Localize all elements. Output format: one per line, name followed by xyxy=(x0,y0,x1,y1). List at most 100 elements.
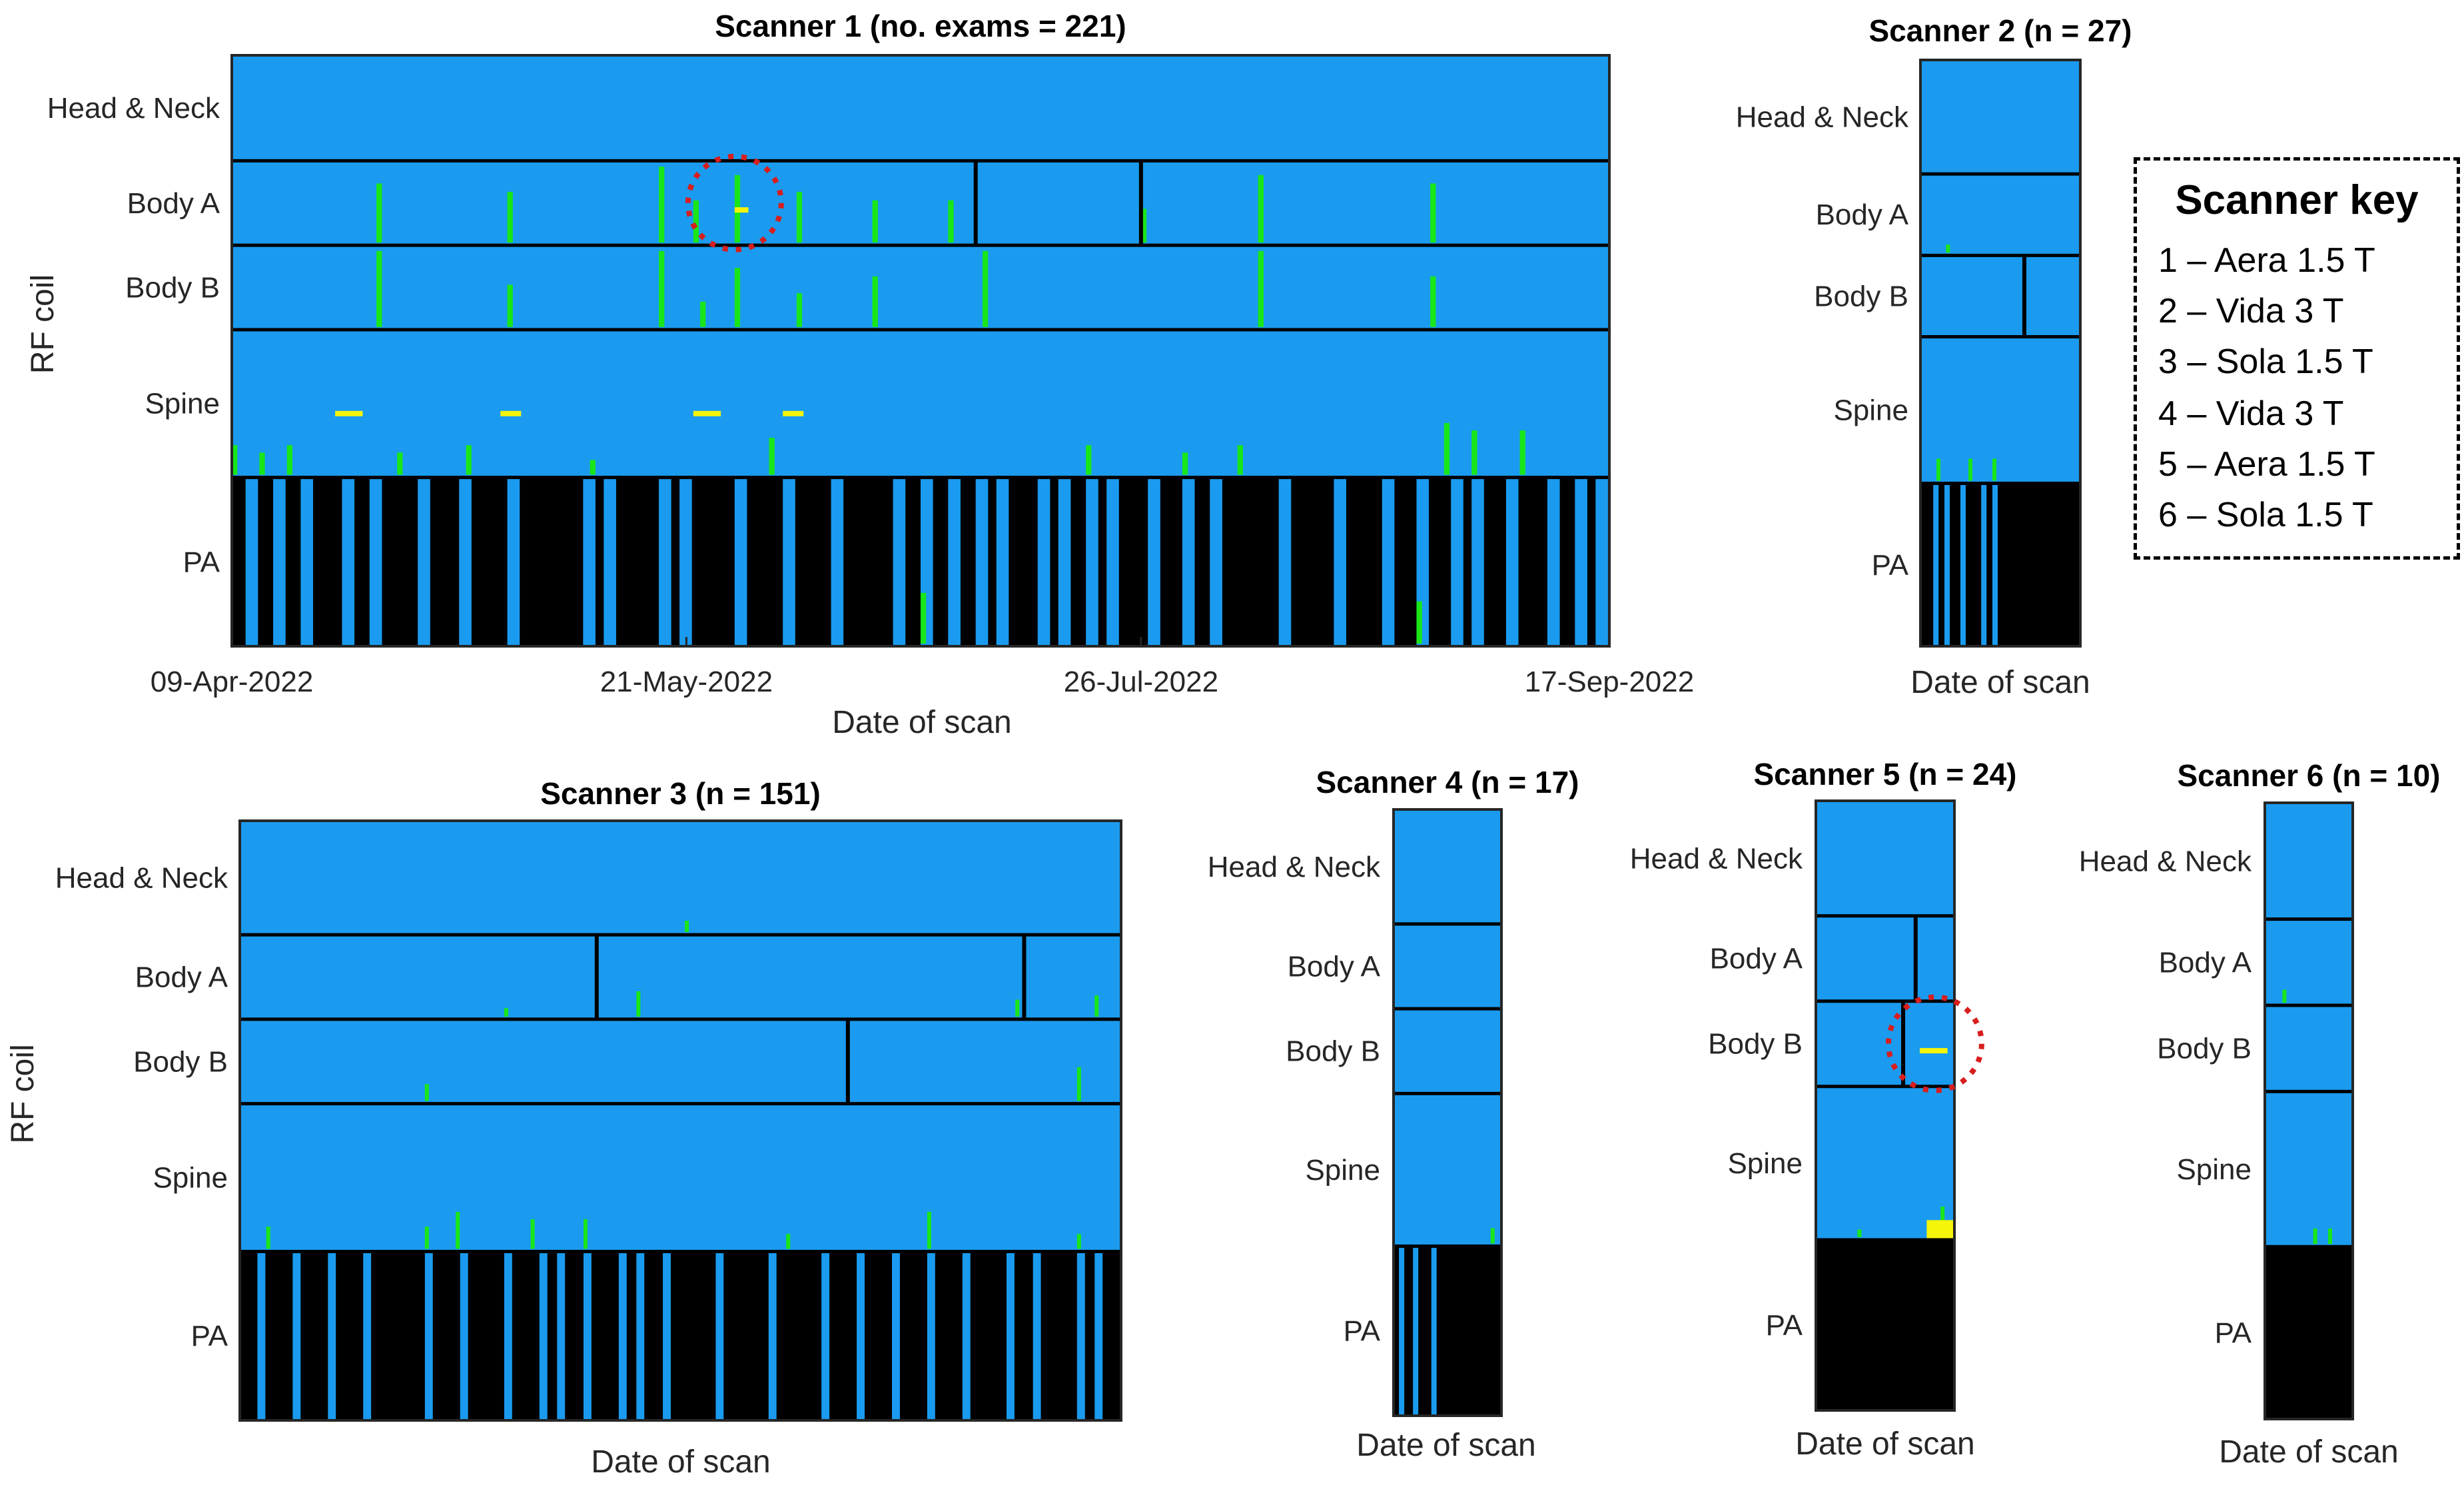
scanner-1-pa-exam-stripe xyxy=(342,477,355,646)
scanner-3-pa-exam-stripe xyxy=(663,1251,671,1420)
scanner-1-green-event-mark xyxy=(1140,209,1147,243)
scanner-6-green-event-mark xyxy=(2282,989,2287,1003)
scanner-6-row-label: Head & Neck xyxy=(2079,845,2252,877)
scanner-1-y-axis-label: RF coil xyxy=(25,274,61,374)
scanner-1-row-label: Body A xyxy=(127,187,220,220)
scanner-3-green-event-mark xyxy=(636,991,641,1017)
scanner-3-green-event-mark xyxy=(456,1212,460,1249)
scanner-3-green-event-mark xyxy=(504,1008,508,1017)
scanner-1-pa-exam-stripe xyxy=(1334,477,1347,646)
scanner-key-item: 1 – Aera 1.5 T xyxy=(2158,241,2375,280)
scanner-3-pa-exam-stripe xyxy=(1076,1251,1085,1420)
scanner-1-row-label: PA xyxy=(183,546,220,578)
scanner-5-row-region xyxy=(1816,1001,1954,1087)
scanner-4-row-label: PA xyxy=(1344,1315,1381,1348)
scanner-4-pa-region xyxy=(1394,1246,1501,1416)
scanner-4-row-label: Body A xyxy=(1288,950,1381,983)
scanner-1-green-event-mark xyxy=(796,192,803,243)
scanner-1-pa-exam-stripe xyxy=(1037,477,1050,646)
scanner-3-row-label: Spine xyxy=(153,1162,228,1195)
scanner-3-green-event-mark xyxy=(786,1234,791,1249)
scanner-1-green-event-mark xyxy=(700,301,706,327)
scanner-key-item: 3 – Sola 1.5 T xyxy=(2158,342,2373,381)
scanner-2-row-region xyxy=(1920,60,2080,175)
scanner-3-y-axis-label: RF coil xyxy=(5,1044,41,1143)
scanner-5-row-label: Spine xyxy=(1727,1147,1803,1180)
scanner-2-green-event-mark xyxy=(1992,458,1996,481)
scanner-4-row-label: Spine xyxy=(1305,1154,1380,1187)
scanner-1-green-event-mark xyxy=(983,251,989,327)
scanner-1-pa-exam-stripe xyxy=(1505,477,1519,646)
scanner-key-item: 5 – Aera 1.5 T xyxy=(2158,445,2375,484)
scanner-1-pa-exam-stripe xyxy=(418,477,430,646)
scanner-3-green-event-mark xyxy=(424,1084,429,1101)
scanner-1-green-event-mark xyxy=(948,200,954,243)
scanner-2-row-label: Spine xyxy=(1833,394,1908,427)
scanner-1-green-event-mark xyxy=(796,293,803,327)
scanner-1-green-event-mark xyxy=(872,276,878,327)
scanner-3-pa-exam-stripe xyxy=(1032,1251,1041,1420)
scanner-1-x-tick-label: 26-Jul-2022 xyxy=(1064,666,1218,698)
scanner-4-pa-exam-stripe xyxy=(1431,1246,1437,1416)
scanner-2-green-event-mark xyxy=(1946,245,1950,253)
scanner-1-pa-exam-stripe xyxy=(734,477,747,646)
scanner-1-highlight-circle xyxy=(685,153,784,252)
scanner-4-row-region xyxy=(1394,1093,1501,1247)
scanner-2-row-label: Body B xyxy=(1814,280,1908,312)
scanner-3-pa-exam-stripe xyxy=(768,1251,777,1420)
scanner-5-highlight-circle xyxy=(1885,994,1984,1093)
scanner-1-green-event-mark xyxy=(1471,430,1477,475)
scanner-1-green-event-mark xyxy=(1443,422,1450,475)
scanner-3-pa-exam-stripe xyxy=(892,1251,900,1420)
scanner-key-legend: Scanner key 1 – Aera 1.5 T 2 – Vida 3 T … xyxy=(2134,157,2460,560)
scanner-2-pa-exam-stripe xyxy=(1944,483,1950,646)
scanner-1-green-event-mark xyxy=(1237,445,1243,475)
scanner-1-pa-exam-stripe xyxy=(245,477,258,646)
scanner-1-row-region xyxy=(232,245,1609,330)
scanner-1-green-event-mark xyxy=(1258,175,1264,243)
scanner-1-title: Scanner 1 (no. exams = 221) xyxy=(715,9,1126,43)
scanner-6-row-label: Spine xyxy=(2176,1153,2252,1186)
scanner-3-pa-exam-stripe xyxy=(1007,1251,1015,1420)
scanner-3-x-axis-label: Date of scan xyxy=(591,1444,770,1480)
scanner-3-row-label: Head & Neck xyxy=(55,862,228,895)
scanner-4-green-event-mark xyxy=(1490,1228,1495,1244)
scanner-1-pa-exam-stripe xyxy=(975,477,989,646)
scanner-1-green-event-mark xyxy=(286,445,292,475)
scanner-1-pa-exam-stripe xyxy=(507,477,520,646)
scanner-5-frame xyxy=(1815,799,1956,1412)
scanner-1-pa-exam-stripe xyxy=(996,477,1009,646)
scanner-1-green-event-mark xyxy=(507,192,513,243)
scanner-3-green-event-mark xyxy=(530,1219,535,1249)
scanner-key-item: 6 – Sola 1.5 T xyxy=(2158,496,2373,534)
scanner-3-pa-exam-stripe xyxy=(539,1251,548,1420)
scanner-3-pa-exam-stripe xyxy=(636,1251,645,1420)
scanner-6-green-event-mark xyxy=(2313,1228,2317,1245)
scanner-1-pa-exam-stripe xyxy=(831,477,844,646)
scanner-1-pa-exam-stripe xyxy=(1575,477,1587,646)
scanner-5-yellow-event-mark xyxy=(1926,1220,1954,1239)
scanner-1-green-event-mark xyxy=(1430,276,1436,327)
scanner-6-row-region xyxy=(2265,803,2353,919)
scanner-3-pa-exam-stripe xyxy=(504,1251,512,1420)
scanner-1-pa-exam-stripe xyxy=(459,477,472,646)
scanner-4-row-region xyxy=(1394,923,1501,1009)
scanner-1-row-region xyxy=(232,161,1609,246)
scanner-3-green-event-mark xyxy=(1094,995,1099,1017)
scanner-1-green-event-mark xyxy=(734,268,741,327)
scanner-1-green-event-mark xyxy=(1182,452,1188,475)
scanner-3-pa-exam-stripe xyxy=(927,1251,935,1420)
scanner-5-row-region xyxy=(1816,1086,1954,1241)
scanner-1-row-region xyxy=(232,329,1609,478)
scanner-1-row-region xyxy=(232,55,1609,161)
scanner-2-green-event-mark xyxy=(1936,458,1940,481)
scanner-2-pa-exam-stripe xyxy=(1933,483,1939,646)
scanner-3-row-region xyxy=(240,1103,1121,1252)
scanner-5-row-region xyxy=(1816,801,1954,916)
scanner-3-pa-exam-stripe xyxy=(424,1251,433,1420)
scanner-1-pa-exam-stripe xyxy=(1086,477,1098,646)
scanner-1-yellow-event-mark xyxy=(693,410,721,416)
scanner-4-frame xyxy=(1392,808,1503,1417)
scanner-1-green-event-mark xyxy=(1519,430,1525,475)
scanner-6-row-label: PA xyxy=(2215,1317,2252,1350)
